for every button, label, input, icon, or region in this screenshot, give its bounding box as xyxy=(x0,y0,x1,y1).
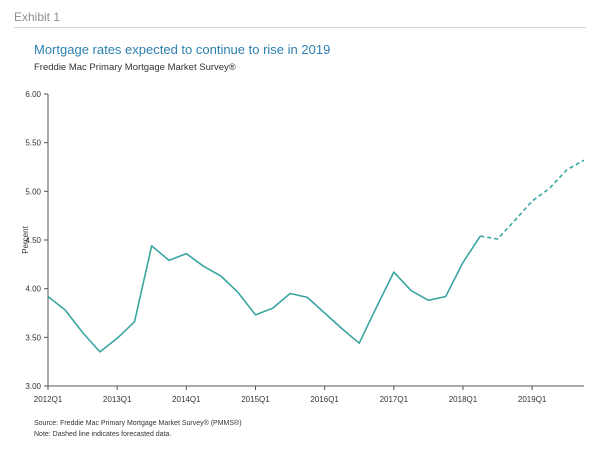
x-tick-label: 2017Q1 xyxy=(380,395,409,404)
x-tick-label: 2015Q1 xyxy=(241,395,270,404)
x-tick-label: 2013Q1 xyxy=(103,395,132,404)
y-tick-label: 5.50 xyxy=(25,139,41,148)
chart-title: Mortgage rates expected to continue to r… xyxy=(34,42,331,57)
y-tick-label: 3.50 xyxy=(25,333,41,342)
x-tick-label: 2014Q1 xyxy=(172,395,201,404)
x-tick-label: 2019Q1 xyxy=(518,395,547,404)
header-divider xyxy=(14,27,586,28)
x-tick-label: 2012Q1 xyxy=(34,395,63,404)
forecast-note: Note: Dashed line indicates forecasted d… xyxy=(34,431,172,438)
y-tick-label: 6.00 xyxy=(25,90,41,99)
x-tick-label: 2016Q1 xyxy=(310,395,339,404)
source-note: Source: Freddie Mac Primary Mortgage Mar… xyxy=(34,420,242,427)
y-tick-label: 4.00 xyxy=(25,285,41,294)
exhibit-label: Exhibit 1 xyxy=(14,10,61,24)
forecast-series-line xyxy=(480,159,585,240)
y-tick-label: 3.00 xyxy=(25,382,41,391)
x-tick-label: 2018Q1 xyxy=(449,395,478,404)
chart-subtitle: Freddie Mac Primary Mortgage Market Surv… xyxy=(34,62,236,73)
y-tick-label: 4.50 xyxy=(25,236,41,245)
y-axis-label: Percent xyxy=(21,225,30,253)
y-tick-label: 5.00 xyxy=(25,187,41,196)
historical-series-line xyxy=(47,235,481,353)
